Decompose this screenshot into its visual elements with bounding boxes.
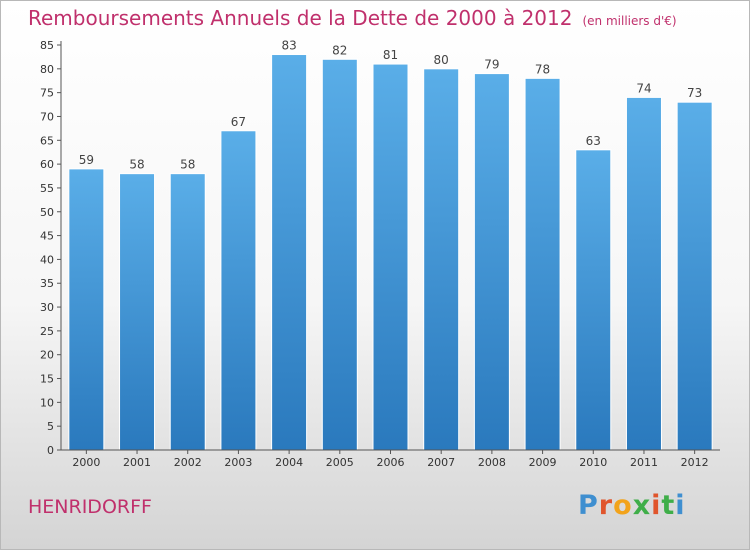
y-tick-label: 75 [40, 87, 54, 100]
bar [473, 73, 510, 451]
x-axis: 2000 2001 2002 2003 2004 2005 2006 2007 2008 2009… [61, 449, 720, 469]
bar [575, 149, 612, 451]
bar [676, 101, 713, 451]
y-tick-label: 40 [40, 253, 54, 266]
y-tick-label: 0 [47, 444, 54, 457]
y-tick-label: 20 [40, 349, 54, 362]
y-tick-label: 65 [40, 134, 54, 147]
bar [321, 58, 358, 451]
bar-value-label: 58 [129, 158, 144, 172]
x-tick-label: 2009 [529, 456, 557, 469]
x-tick-label: 2007 [427, 456, 455, 469]
bar [119, 173, 156, 451]
bar [169, 173, 206, 451]
bar [220, 130, 257, 451]
x-tick-label: 2011 [630, 456, 658, 469]
x-tick-label: 2005 [326, 456, 354, 469]
bar-value-label: 59 [79, 153, 94, 167]
y-tick-label: 55 [40, 182, 54, 195]
logo-letter: o [613, 490, 633, 521]
bar [625, 96, 662, 451]
y-tick-label: 80 [40, 63, 54, 76]
bar-value-label: 80 [434, 53, 449, 67]
y-tick-label: 85 [40, 39, 54, 52]
logo-letter: i [651, 490, 662, 521]
y-tick-label: 25 [40, 325, 54, 338]
y-tick-label: 35 [40, 277, 54, 290]
y-axis: 0 5 10 15 20 25 30 35 40 45 50 55 60 65 70 75 80 85 [40, 39, 62, 457]
bar [372, 63, 409, 451]
bar-value-label: 81 [383, 48, 398, 62]
x-tick-label: 2006 [377, 456, 405, 469]
unit-label: (en milliers d'€) [582, 14, 677, 28]
bar-value-label: 78 [535, 62, 550, 76]
y-tick-label: 60 [40, 158, 54, 171]
x-tick-label: 2000 [72, 456, 100, 469]
x-tick-label: 2012 [681, 456, 709, 469]
y-tick-label: 30 [40, 301, 54, 314]
bar [423, 68, 460, 451]
y-tick-label: 45 [40, 230, 54, 243]
y-tick-label: 70 [40, 110, 54, 123]
bar-value-label: 83 [281, 39, 296, 53]
y-tick-label: 50 [40, 206, 54, 219]
proxiti-logo: Proxiti [578, 490, 686, 521]
x-tick-label: 2004 [275, 456, 303, 469]
logo-letter: r [598, 490, 614, 521]
bar [68, 168, 105, 451]
bars: 59 58 58 67 83 82 81 80 79 78 63 74 73 [68, 39, 713, 451]
y-tick-label: 15 [40, 373, 54, 386]
bar-value-label: 82 [332, 43, 347, 57]
bar [524, 77, 561, 451]
y-tick-label: 10 [40, 396, 54, 409]
bar-value-label: 74 [636, 81, 651, 95]
bar-value-label: 58 [180, 158, 195, 172]
logo-letter: t [661, 490, 676, 521]
logo-letter: x [632, 490, 652, 521]
city-name: HENRIDORFF [28, 496, 152, 518]
x-tick-label: 2002 [174, 456, 202, 469]
x-tick-label: 2008 [478, 456, 506, 469]
logo-letter: P [578, 490, 599, 521]
bar-value-label: 79 [484, 58, 499, 72]
title-text: Remboursements Annuels de la Dette de 20… [28, 6, 573, 30]
bar-value-label: 67 [231, 115, 246, 129]
x-tick-label: 2010 [579, 456, 607, 469]
bar-value-label: 63 [586, 134, 601, 148]
logo-letter: i [675, 490, 686, 521]
x-tick-label: 2001 [123, 456, 151, 469]
bar-value-label: 73 [687, 86, 702, 100]
bar [271, 54, 308, 451]
chart-title: Remboursements Annuels de la Dette de 20… [28, 6, 677, 30]
x-tick-label: 2003 [224, 456, 252, 469]
y-tick-label: 5 [47, 420, 54, 433]
